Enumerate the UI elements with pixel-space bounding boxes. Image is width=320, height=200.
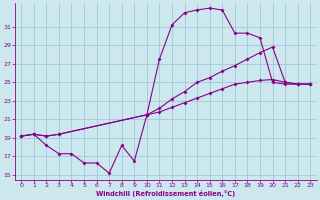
X-axis label: Windchill (Refroidissement éolien,°C): Windchill (Refroidissement éolien,°C) <box>96 190 236 197</box>
